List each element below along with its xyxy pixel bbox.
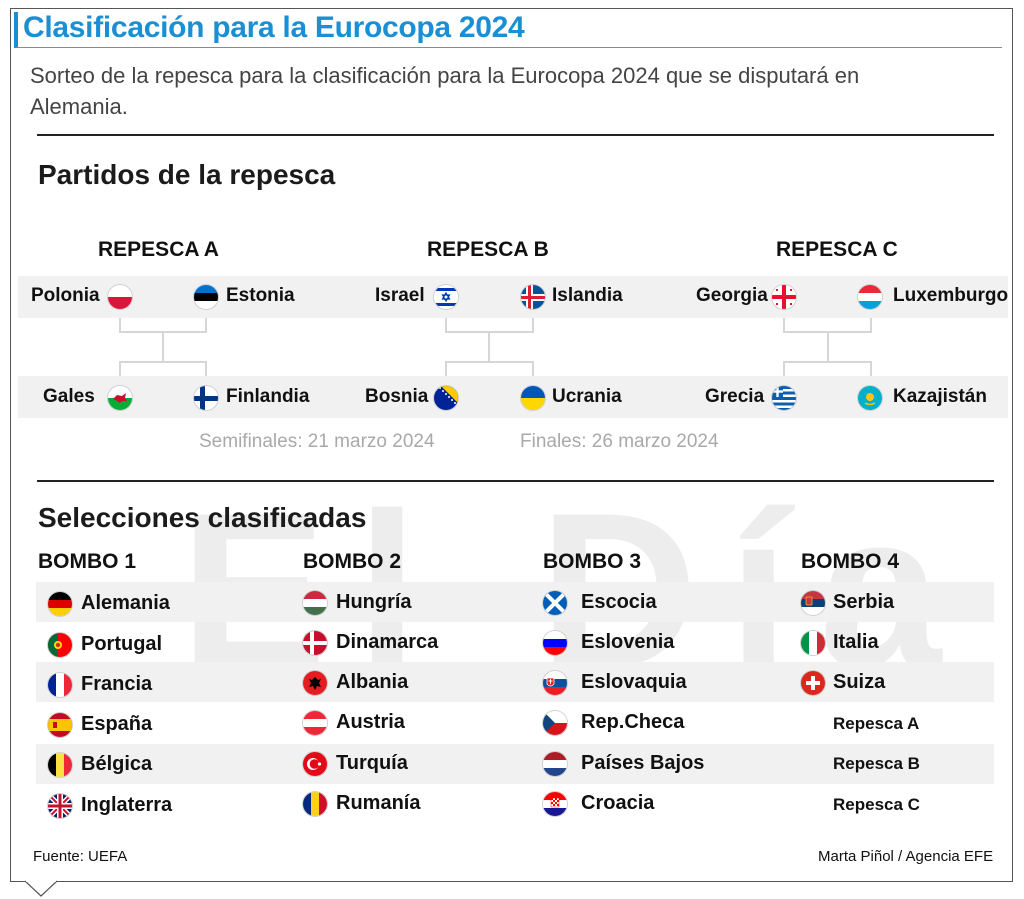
repesca-b-title: REPESCA B — [427, 238, 549, 261]
section-title-selecciones: Selecciones clasificadas — [38, 502, 367, 533]
team-kazajistan: Kazajistán — [893, 386, 987, 407]
team-paises-bajos: Países Bajos — [581, 752, 705, 774]
section-title-partidos: Partidos de la repesca — [38, 159, 336, 190]
croatia-flag-icon — [543, 792, 567, 816]
estonia-flag-icon — [194, 285, 218, 309]
team-croacia: Croacia — [581, 792, 655, 814]
poland-flag-icon — [108, 285, 132, 309]
section-divider — [37, 134, 994, 136]
team-turquia: Turquía — [336, 752, 408, 774]
turkey-flag-icon — [303, 752, 327, 776]
team-bosnia: Bosnia — [365, 386, 429, 407]
team-italia: Italia — [833, 631, 879, 653]
hungary-flag-icon — [303, 591, 327, 615]
infographic-frame — [10, 8, 1013, 882]
team-serbia: Serbia — [833, 591, 895, 613]
france-flag-icon — [48, 673, 72, 697]
slovakia-flag-icon — [543, 671, 567, 695]
romania-flag-icon — [303, 792, 327, 816]
ukraine-flag-icon — [521, 386, 545, 410]
section-divider — [37, 480, 994, 482]
italy-flag-icon — [801, 631, 825, 655]
repesca-a-title: REPESCA A — [98, 238, 219, 261]
team-portugal: Portugal — [81, 633, 163, 655]
israel-flag-icon — [434, 285, 458, 309]
team-israel: Israel — [375, 285, 425, 306]
luxembourg-flag-icon — [858, 285, 882, 309]
denmark-flag-icon — [303, 631, 327, 655]
belgium-flag-icon — [48, 753, 72, 777]
albania-flag-icon — [303, 671, 327, 695]
team-eslovaquia: Eslovaquia — [581, 671, 687, 693]
team-rep-checa: Rep.Checa — [581, 711, 685, 733]
bombo-3-title: BOMBO 3 — [543, 550, 642, 573]
footer-source: Fuente: UEFA — [33, 848, 128, 865]
team-repesca-a: Repesca A — [833, 714, 920, 733]
germany-flag-icon — [48, 592, 72, 616]
bombo-row-band — [36, 744, 994, 784]
team-georgia: Georgia — [696, 285, 768, 306]
team-suiza: Suiza — [833, 671, 886, 693]
team-escocia: Escocia — [581, 591, 657, 613]
iceland-flag-icon — [521, 285, 545, 309]
team-grecia: Grecia — [705, 386, 765, 407]
bosnia-flag-icon — [434, 386, 458, 410]
semifinal-row-1-band — [18, 276, 1008, 318]
team-repesca-c: Repesca C — [833, 795, 920, 814]
team-espana: España — [81, 713, 153, 735]
czech-flag-icon — [543, 711, 567, 735]
england-flag-icon — [48, 794, 72, 818]
title-bar — [14, 12, 1002, 48]
semifinal-row-2-band — [18, 376, 1008, 418]
team-gales: Gales — [43, 386, 95, 407]
page-subtitle: Sorteo de la repesca para la clasificaci… — [30, 63, 860, 119]
team-dinamarca: Dinamarca — [336, 631, 439, 653]
kazakhstan-flag-icon — [858, 386, 882, 410]
team-hungria: Hungría — [336, 591, 412, 613]
bombo-2-title: BOMBO 2 — [303, 550, 402, 573]
team-polonia: Polonia — [31, 285, 100, 306]
greece-flag-icon — [772, 386, 796, 410]
georgia-flag-icon — [772, 285, 796, 309]
repesca-c-title: REPESCA C — [776, 238, 898, 261]
finland-flag-icon — [194, 386, 218, 410]
team-albania: Albania — [336, 671, 409, 693]
team-inglaterra: Inglaterra — [81, 794, 173, 816]
team-ucrania: Ucrania — [552, 386, 622, 407]
scotland-flag-icon — [543, 591, 567, 615]
team-islandia: Islandia — [552, 285, 623, 306]
page-title: Clasificación para la Eurocopa 2024 — [23, 11, 525, 44]
team-luxemburgo: Luxemburgo — [893, 285, 1009, 306]
bombo-row-band — [36, 662, 994, 702]
spain-flag-icon — [48, 713, 72, 737]
team-eslovenia: Eslovenia — [581, 631, 675, 653]
footer-credit: Marta Piñol / Agencia EFE — [818, 848, 994, 865]
portugal-flag-icon — [48, 633, 72, 657]
netherlands-flag-icon — [543, 752, 567, 776]
finales-date: Finales: 26 marzo 2024 — [520, 431, 719, 452]
team-repesca-b: Repesca B — [833, 754, 920, 773]
bombo-row-band — [36, 582, 994, 622]
slovenia-flag-icon — [543, 631, 567, 655]
bombo-4-title: BOMBO 4 — [801, 550, 900, 573]
semifinales-date: Semifinales: 21 marzo 2024 — [199, 431, 435, 452]
serbia-flag-icon — [801, 591, 825, 615]
bombo-1-title: BOMBO 1 — [38, 550, 137, 573]
team-francia: Francia — [81, 673, 153, 695]
team-rumania: Rumanía — [336, 792, 421, 814]
austria-flag-icon — [303, 711, 327, 735]
team-austria: Austria — [336, 711, 405, 733]
team-belgica: Bélgica — [81, 753, 153, 775]
bracket-lines — [119, 318, 872, 376]
team-finlandia: Finlandia — [226, 386, 310, 407]
wales-flag-icon — [108, 386, 132, 410]
team-estonia: Estonia — [226, 285, 295, 306]
team-alemania: Alemania — [81, 592, 170, 614]
switzerland-flag-icon — [801, 671, 825, 695]
